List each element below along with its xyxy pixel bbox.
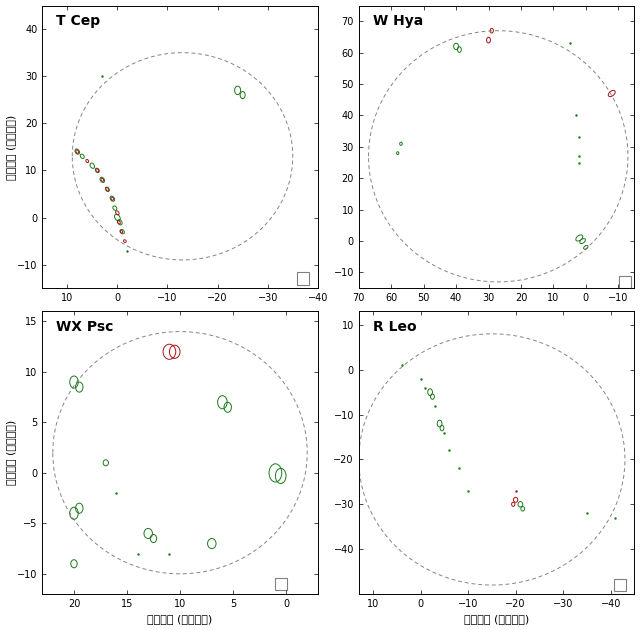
Text: T Cep: T Cep (56, 14, 100, 28)
Bar (614, 579, 627, 592)
Text: WX Psc: WX Psc (56, 320, 113, 334)
X-axis label: 東西方向 (ミリ秒角): 東西方向 (ミリ秒角) (464, 614, 529, 624)
Bar (618, 275, 631, 289)
Text: W Hya: W Hya (372, 14, 423, 28)
Bar (275, 578, 287, 590)
Text: R Leo: R Leo (372, 320, 416, 334)
X-axis label: 東西方向 (ミリ秒角): 東西方向 (ミリ秒角) (147, 614, 212, 624)
Y-axis label: 南北方向 (ミリ秒角): 南北方向 (ミリ秒角) (6, 114, 15, 180)
Y-axis label: 南北方向 (ミリ秒角): 南北方向 (ミリ秒角) (6, 420, 15, 485)
Bar (296, 272, 309, 285)
